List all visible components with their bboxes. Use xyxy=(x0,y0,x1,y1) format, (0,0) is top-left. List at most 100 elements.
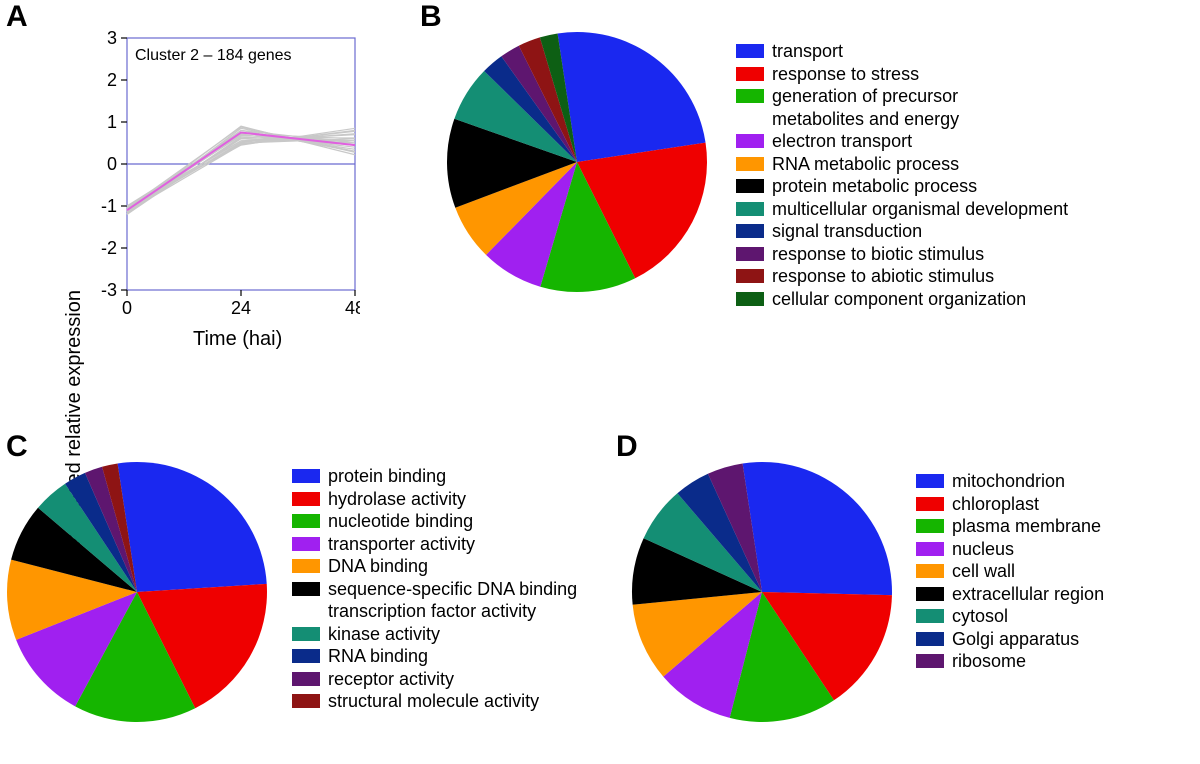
legend-swatch-icon xyxy=(916,519,944,533)
legend-item: cytosol xyxy=(916,605,1104,628)
legend-label: transporter activity xyxy=(328,533,475,556)
legend-label: mitochondrion xyxy=(952,470,1065,493)
legend-swatch-icon xyxy=(736,89,764,103)
legend-item: RNA binding xyxy=(292,645,577,668)
legend-label: sequence-specific DNA binding transcript… xyxy=(328,578,577,623)
legend-item: multicellular organismal development xyxy=(736,198,1068,221)
legend-swatch-icon xyxy=(292,649,320,663)
legend-item: receptor activity xyxy=(292,668,577,691)
svg-text:-2: -2 xyxy=(101,238,117,258)
legend-item: sequence-specific DNA binding transcript… xyxy=(292,578,577,623)
legend-item: DNA binding xyxy=(292,555,577,578)
legend-b: transport response to stress generation … xyxy=(736,40,1068,310)
legend-swatch-icon xyxy=(916,654,944,668)
legend-swatch-icon xyxy=(736,292,764,306)
legend-item: protein metabolic process xyxy=(736,175,1068,198)
legend-label: nucleus xyxy=(952,538,1014,561)
svg-text:0: 0 xyxy=(122,298,132,318)
legend-item: transporter activity xyxy=(292,533,577,556)
pie-chart-d xyxy=(630,460,894,724)
legend-swatch-icon xyxy=(292,492,320,506)
legend-swatch-icon xyxy=(736,224,764,238)
legend-swatch-icon xyxy=(736,134,764,148)
legend-item: protein binding xyxy=(292,465,577,488)
legend-item: chloroplast xyxy=(916,493,1104,516)
legend-item: structural molecule activity xyxy=(292,690,577,713)
legend-label: cytosol xyxy=(952,605,1008,628)
legend-item: mitochondrion xyxy=(916,470,1104,493)
legend-swatch-icon xyxy=(292,582,320,596)
legend-label: ribosome xyxy=(952,650,1026,673)
legend-swatch-icon xyxy=(916,632,944,646)
legend-label: RNA binding xyxy=(328,645,428,668)
pie-chart-c xyxy=(5,460,269,724)
legend-swatch-icon xyxy=(292,469,320,483)
svg-text:24: 24 xyxy=(231,298,251,318)
legend-swatch-icon xyxy=(736,269,764,283)
svg-text:3: 3 xyxy=(107,30,117,48)
legend-item: nucleotide binding xyxy=(292,510,577,533)
legend-label: signal transduction xyxy=(772,220,922,243)
legend-label: protein metabolic process xyxy=(772,175,977,198)
legend-swatch-icon xyxy=(736,247,764,261)
legend-item: nucleus xyxy=(916,538,1104,561)
legend-swatch-icon xyxy=(916,564,944,578)
legend-label: response to stress xyxy=(772,63,919,86)
svg-text:Cluster 2 – 184 genes: Cluster 2 – 184 genes xyxy=(135,47,292,64)
legend-item: ribosome xyxy=(916,650,1104,673)
legend-swatch-icon xyxy=(292,537,320,551)
legend-swatch-icon xyxy=(736,157,764,171)
legend-item: transport xyxy=(736,40,1068,63)
legend-label: DNA binding xyxy=(328,555,428,578)
legend-label: Golgi apparatus xyxy=(952,628,1079,651)
legend-label: extracellular region xyxy=(952,583,1104,606)
legend-d: mitochondrion chloroplast plasma membran… xyxy=(916,470,1104,673)
legend-swatch-icon xyxy=(736,67,764,81)
panel-letter-a: A xyxy=(6,0,28,34)
svg-text:48: 48 xyxy=(345,298,360,318)
legend-label: chloroplast xyxy=(952,493,1039,516)
legend-item: extracellular region xyxy=(916,583,1104,606)
legend-swatch-icon xyxy=(292,514,320,528)
x-axis-label: Time (hai) xyxy=(193,328,282,351)
legend-label: receptor activity xyxy=(328,668,454,691)
panel-letter-c: C xyxy=(6,430,28,464)
figure: A B C D -3-2-1012302448Cluster 2 – 184 g… xyxy=(0,0,1200,764)
legend-c: protein binding hydrolase activity nucle… xyxy=(292,465,577,713)
legend-swatch-icon xyxy=(292,694,320,708)
line-chart: -3-2-1012302448Cluster 2 – 184 genesNorm… xyxy=(85,30,360,360)
legend-swatch-icon xyxy=(916,497,944,511)
legend-label: structural molecule activity xyxy=(328,690,539,713)
legend-swatch-icon xyxy=(916,609,944,623)
legend-label: plasma membrane xyxy=(952,515,1101,538)
legend-label: kinase activity xyxy=(328,623,440,646)
svg-text:0: 0 xyxy=(107,154,117,174)
svg-text:1: 1 xyxy=(107,112,117,132)
legend-label: protein binding xyxy=(328,465,446,488)
legend-swatch-icon xyxy=(736,202,764,216)
svg-text:-1: -1 xyxy=(101,196,117,216)
legend-swatch-icon xyxy=(916,587,944,601)
legend-item: response to stress xyxy=(736,63,1068,86)
legend-label: response to abiotic stimulus xyxy=(772,265,994,288)
legend-item: electron transport xyxy=(736,130,1068,153)
legend-label: nucleotide binding xyxy=(328,510,473,533)
legend-item: generation of precursor metabolites and … xyxy=(736,85,1068,130)
pie-chart-b xyxy=(445,30,709,294)
legend-label: RNA metabolic process xyxy=(772,153,959,176)
legend-label: electron transport xyxy=(772,130,912,153)
legend-swatch-icon xyxy=(736,44,764,58)
legend-label: cell wall xyxy=(952,560,1015,583)
legend-label: response to biotic stimulus xyxy=(772,243,984,266)
legend-swatch-icon xyxy=(736,179,764,193)
legend-item: plasma membrane xyxy=(916,515,1104,538)
legend-item: signal transduction xyxy=(736,220,1068,243)
legend-item: hydrolase activity xyxy=(292,488,577,511)
legend-label: transport xyxy=(772,40,843,63)
legend-item: cellular component organization xyxy=(736,288,1068,311)
legend-swatch-icon xyxy=(916,474,944,488)
legend-item: RNA metabolic process xyxy=(736,153,1068,176)
legend-swatch-icon xyxy=(292,627,320,641)
legend-item: cell wall xyxy=(916,560,1104,583)
panel-letter-d: D xyxy=(616,430,638,464)
